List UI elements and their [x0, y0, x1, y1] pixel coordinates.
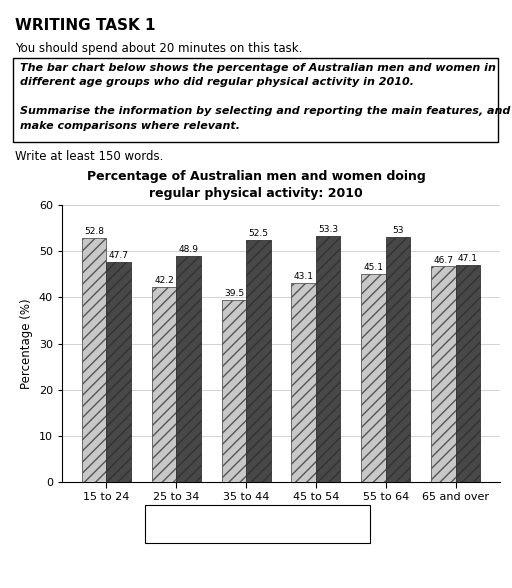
- Bar: [152, 287, 176, 482]
- Text: 45.1: 45.1: [364, 263, 383, 272]
- Text: Female: Female: [264, 522, 307, 535]
- Bar: [316, 236, 340, 482]
- Text: Male: Male: [196, 522, 224, 535]
- Text: WRITING TASK 1: WRITING TASK 1: [15, 18, 156, 33]
- Text: 48.9: 48.9: [179, 245, 199, 255]
- Text: Percentage of Australian men and women doing
regular physical activity: 2010: Percentage of Australian men and women d…: [87, 170, 425, 200]
- Text: You should spend about 20 minutes on this task.: You should spend about 20 minutes on thi…: [15, 42, 303, 55]
- Text: 39.5: 39.5: [224, 289, 244, 298]
- Bar: [82, 238, 106, 482]
- Bar: [222, 300, 246, 482]
- Text: 52.5: 52.5: [248, 229, 268, 238]
- Text: 46.7: 46.7: [434, 256, 454, 265]
- Text: 52.8: 52.8: [84, 228, 104, 236]
- Text: The bar chart below shows the percentage of Australian men and women in
differen: The bar chart below shows the percentage…: [20, 63, 510, 131]
- Text: 47.1: 47.1: [458, 253, 478, 263]
- Bar: [176, 256, 201, 482]
- Bar: [386, 238, 410, 482]
- Bar: [246, 240, 270, 482]
- Text: 53.3: 53.3: [318, 225, 338, 234]
- Text: Write at least 150 words.: Write at least 150 words.: [15, 150, 163, 163]
- Bar: [106, 262, 131, 482]
- Bar: [431, 266, 456, 482]
- Y-axis label: Percentage (%): Percentage (%): [20, 298, 33, 389]
- Bar: [361, 274, 386, 482]
- Text: 42.2: 42.2: [154, 276, 174, 285]
- Bar: [291, 283, 316, 482]
- Bar: [456, 265, 480, 482]
- X-axis label: Age group: Age group: [247, 508, 315, 521]
- Text: 47.7: 47.7: [109, 251, 129, 260]
- Text: 43.1: 43.1: [294, 272, 314, 281]
- Text: 53: 53: [392, 226, 404, 235]
